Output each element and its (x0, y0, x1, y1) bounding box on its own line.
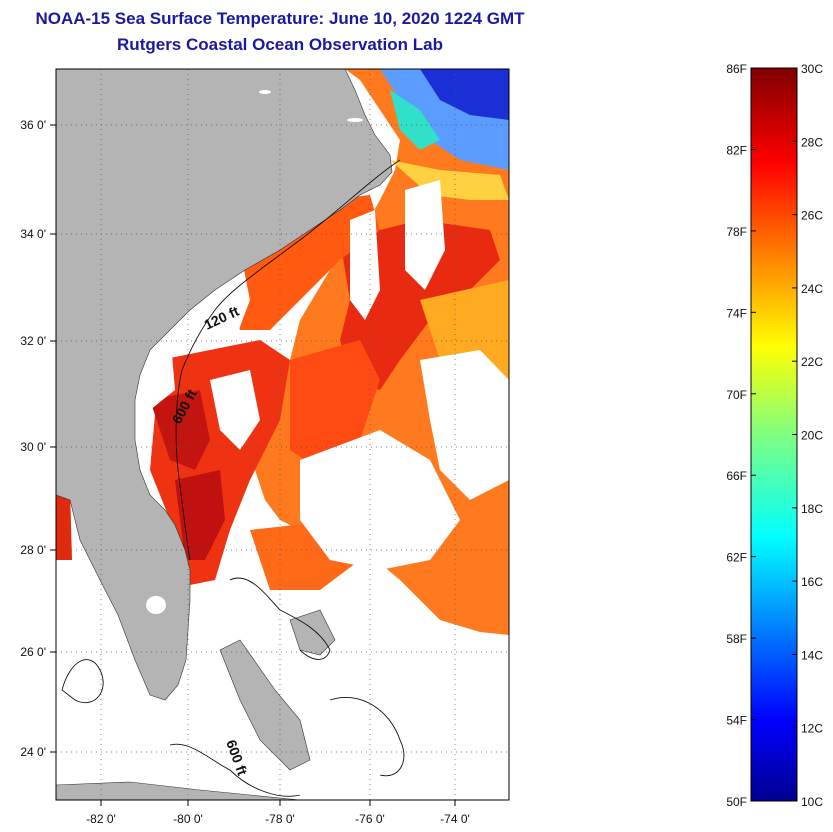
colorbar-label-c: 12C (801, 722, 823, 736)
colorbar-label-f: 70F (726, 388, 747, 402)
colorbar-label-f: 78F (726, 225, 747, 239)
colorbar-label-f: 58F (726, 632, 747, 646)
colorbar-label-f: 82F (726, 143, 747, 157)
colorbar-label-c: 20C (801, 429, 823, 443)
colorbar-ticks: 86F 82F 78F 74F 70F 66F 62F 58F 54F 50F 30C 28C 26C 2… (726, 62, 823, 809)
colorbar-label-c: 30C (801, 62, 823, 76)
longitude-labels: -82 0' -80 0' -78 0' -76 0' -74 0' (86, 812, 470, 826)
colorbar-label-c: 22C (801, 355, 823, 369)
map-frame (55, 68, 510, 801)
lon-label: -80 0' (173, 812, 203, 826)
colorbar-label-f: 54F (726, 714, 747, 728)
graticule (56, 69, 509, 800)
lon-label: -74 0' (440, 812, 470, 826)
latitude-labels: 36 0' 34 0' 32 0' 30 0' 28 0' 26 0' 24 0… (20, 118, 46, 759)
land (56, 69, 393, 800)
lon-label: -78 0' (265, 812, 295, 826)
colorbar-label-c: 10C (801, 795, 823, 809)
colorbar-label-f: 74F (726, 306, 747, 320)
lat-label: 28 0' (20, 543, 46, 557)
colorbar-label-c: 16C (801, 575, 823, 589)
colorbar-label-c: 24C (801, 282, 823, 296)
colorbar-label-c: 26C (801, 209, 823, 223)
colorbar: 86F 82F 78F 74F 70F 66F 62F 58F 54F 50F 30C 28C 26C 2… (726, 62, 823, 809)
colorbar-label-f: 86F (726, 62, 747, 76)
lat-label: 26 0' (20, 645, 46, 659)
colorbar-label-f: 50F (726, 795, 747, 809)
lat-label: 32 0' (20, 334, 46, 348)
lon-label: -76 0' (355, 812, 385, 826)
map-ticks (50, 124, 456, 806)
colorbar-label-c: 28C (801, 135, 823, 149)
lat-label: 34 0' (20, 227, 46, 241)
lat-label: 30 0' (20, 440, 46, 454)
lon-label: -82 0' (86, 812, 116, 826)
cloud-cover (130, 180, 509, 570)
map-subtitle: Rutgers Coastal Ocean Observation Lab (117, 35, 443, 54)
lat-label: 36 0' (20, 118, 46, 132)
colorbar-label-f: 62F (726, 551, 747, 565)
map-title: NOAA-15 Sea Surface Temperature: June 10… (35, 9, 525, 28)
lat-label: 24 0' (20, 745, 46, 759)
colorbar-label-c: 14C (801, 648, 823, 662)
bathymetry-contours (61, 159, 405, 797)
colorbar-label-f: 66F (726, 469, 747, 483)
inland-water (146, 90, 363, 614)
map-panel: 120 ft 600 ft 600 ft (56, 69, 509, 800)
colorbar-scale (750, 67, 798, 802)
colorbar-label-c: 18C (801, 502, 823, 516)
